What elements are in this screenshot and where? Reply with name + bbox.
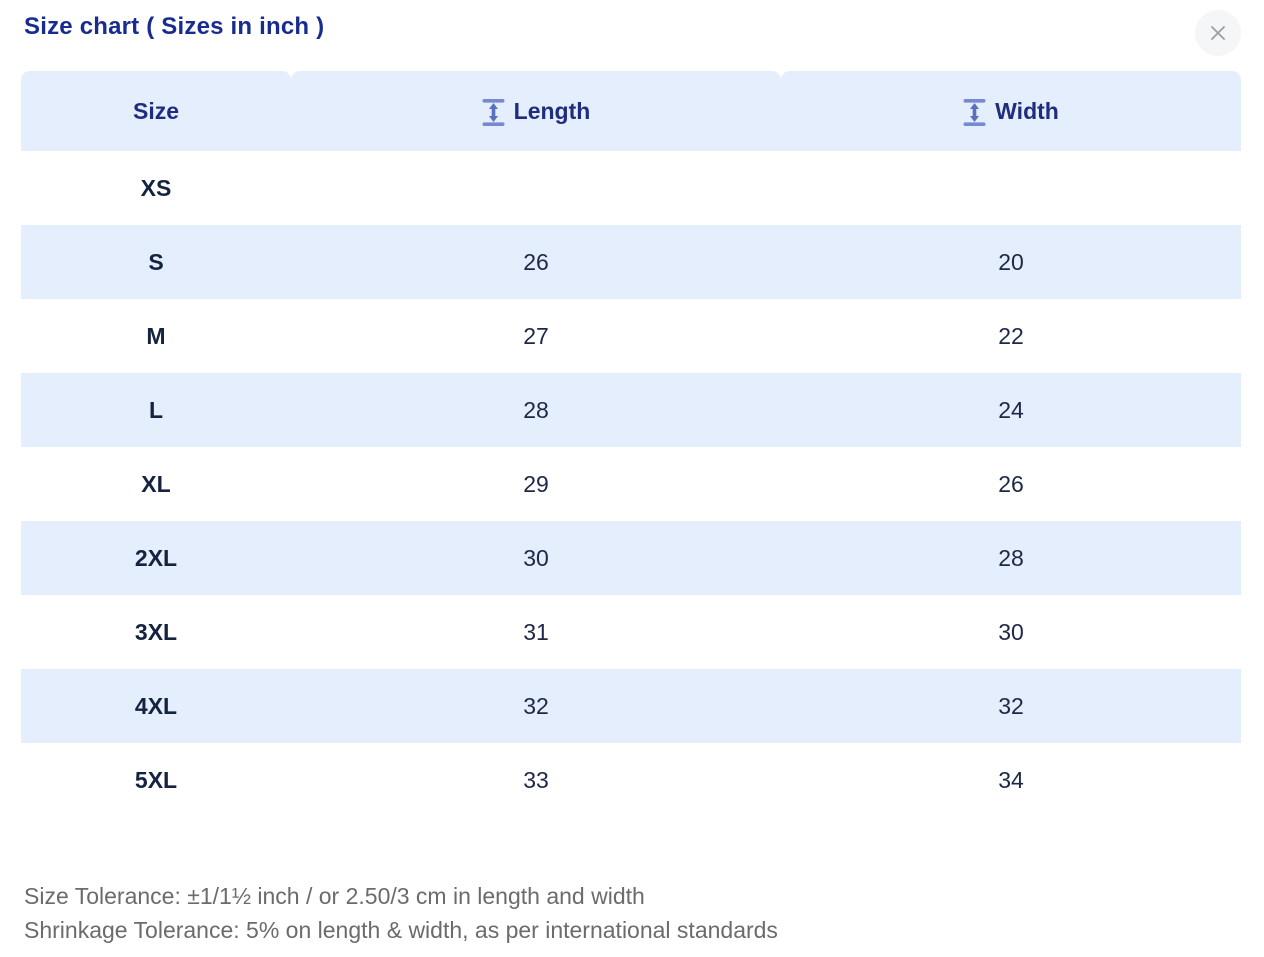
size-cell: S xyxy=(148,248,164,275)
table-row-m: M 27 22 xyxy=(21,299,1241,373)
width-cell: 24 xyxy=(998,396,1024,423)
page-title: Size chart ( Sizes in inch ) xyxy=(24,13,325,40)
column-header-size: Size xyxy=(21,71,291,151)
table-row-2xl: 2XL 30 28 xyxy=(21,521,1241,595)
length-cell: 28 xyxy=(523,396,549,423)
size-cell: L xyxy=(148,396,164,423)
size-cell: 3XL xyxy=(134,618,178,645)
width-cell: 26 xyxy=(998,470,1024,497)
size-cell: 4XL xyxy=(134,692,178,719)
width-cell: 20 xyxy=(998,248,1024,275)
column-header-length: Length xyxy=(291,71,781,151)
length-cell: 27 xyxy=(523,322,549,349)
size-tolerance-note: Size Tolerance: ±1/1½ inch / or 2.50/3 c… xyxy=(24,883,645,909)
table-row-3xl: 3XL 31 30 xyxy=(21,595,1241,669)
width-cell: 28 xyxy=(998,544,1024,571)
length-cell: 29 xyxy=(523,470,549,497)
width-cell: 22 xyxy=(998,322,1024,349)
size-cell: 2XL xyxy=(134,544,178,571)
length-cell: 26 xyxy=(523,248,549,275)
width-cell xyxy=(781,151,1241,225)
size-cell: M xyxy=(146,322,166,349)
column-header-length-label: Length xyxy=(513,97,591,124)
size-chart-table: Size Length Width XS xyxy=(21,71,1241,817)
table-row-s: S 26 20 xyxy=(21,225,1241,299)
vertical-measure-icon xyxy=(482,98,505,126)
table-header-row: Size Length Width xyxy=(21,71,1241,151)
width-cell: 34 xyxy=(998,766,1024,793)
table-row-xs: XS xyxy=(21,151,1241,225)
length-cell xyxy=(291,151,781,225)
table-row-xl: XL 29 26 xyxy=(21,447,1241,521)
table-row-5xl: 5XL 33 34 xyxy=(21,743,1241,817)
tolerance-notes: Size Tolerance: ±1/1½ inch / or 2.50/3 c… xyxy=(24,879,778,947)
close-button[interactable] xyxy=(1195,10,1241,56)
close-icon xyxy=(1211,26,1225,40)
width-cell: 30 xyxy=(998,618,1024,645)
table-row-4xl: 4XL 32 32 xyxy=(21,669,1241,743)
vertical-measure-icon xyxy=(963,98,986,126)
table-row-l: L 28 24 xyxy=(21,373,1241,447)
length-cell: 30 xyxy=(523,544,549,571)
size-cell: XS xyxy=(140,174,172,201)
column-header-width-label: Width xyxy=(995,97,1059,124)
size-cell: XL xyxy=(141,470,171,497)
width-cell: 32 xyxy=(998,692,1024,719)
length-cell: 33 xyxy=(523,766,549,793)
length-cell: 32 xyxy=(523,692,549,719)
length-cell: 31 xyxy=(523,618,549,645)
column-header-size-label: Size xyxy=(132,97,180,124)
column-header-width: Width xyxy=(781,71,1241,151)
size-cell: 5XL xyxy=(134,766,178,793)
shrinkage-tolerance-note: Shrinkage Tolerance: 5% on length & widt… xyxy=(24,917,778,943)
